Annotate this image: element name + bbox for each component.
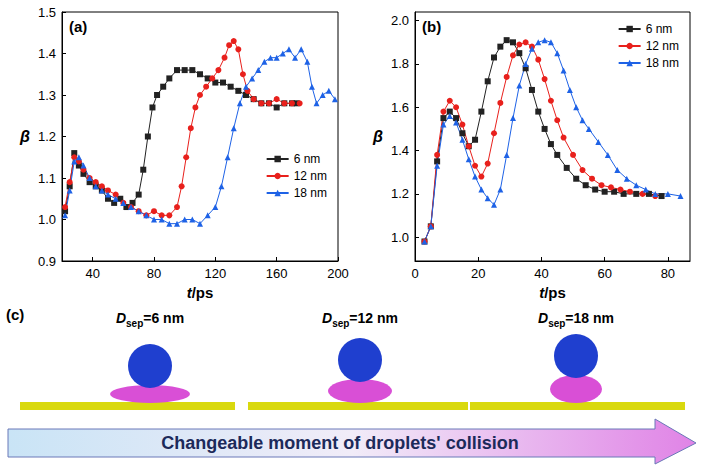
svg-text:200: 200: [327, 266, 349, 281]
svg-text:60: 60: [597, 266, 611, 281]
svg-text:0.9: 0.9: [38, 254, 56, 269]
svg-text:160: 160: [266, 266, 288, 281]
svg-text:0: 0: [411, 266, 418, 281]
svg-text:12 nm: 12 nm: [646, 39, 679, 53]
svg-text:Dsep=6 nm: Dsep=6 nm: [116, 310, 184, 329]
svg-text:80: 80: [661, 266, 675, 281]
svg-text:β: β: [19, 128, 30, 145]
svg-text:Changeable moment of droplets': Changeable moment of droplets' collision: [161, 433, 518, 453]
svg-text:6 nm: 6 nm: [294, 152, 321, 166]
svg-text:40: 40: [85, 266, 99, 281]
svg-text:(c): (c): [6, 306, 24, 323]
svg-text:t: t: [539, 284, 545, 301]
svg-text:120: 120: [204, 266, 226, 281]
svg-text:1.2: 1.2: [38, 129, 56, 144]
svg-text:1.6: 1.6: [391, 100, 409, 115]
svg-text:(a): (a): [69, 18, 87, 35]
svg-text:Dsep=18 nm: Dsep=18 nm: [538, 310, 614, 329]
svg-text:/ps: /ps: [544, 284, 566, 301]
svg-text:1.0: 1.0: [391, 230, 409, 245]
svg-text:1.4: 1.4: [38, 46, 56, 61]
svg-text:6 nm: 6 nm: [646, 22, 673, 36]
svg-text:1.4: 1.4: [391, 143, 409, 158]
svg-text:t: t: [186, 284, 192, 301]
svg-text:18 nm: 18 nm: [294, 186, 327, 200]
svg-text:40: 40: [534, 266, 548, 281]
svg-text:1.1: 1.1: [38, 171, 56, 186]
svg-text:1.3: 1.3: [38, 88, 56, 103]
svg-text:2.0: 2.0: [391, 13, 409, 28]
svg-text:1.0: 1.0: [38, 212, 56, 227]
svg-text:12 nm: 12 nm: [294, 169, 327, 183]
svg-text:Dsep=12 nm: Dsep=12 nm: [322, 310, 398, 329]
svg-text:1.2: 1.2: [391, 186, 409, 201]
svg-text:20: 20: [471, 266, 485, 281]
svg-text:β: β: [372, 128, 383, 145]
svg-text:1.5: 1.5: [38, 5, 56, 20]
svg-text:80: 80: [147, 266, 161, 281]
svg-text:(b): (b): [422, 18, 441, 35]
svg-text:1.8: 1.8: [391, 56, 409, 71]
svg-text:18 nm: 18 nm: [646, 56, 679, 70]
svg-text:/ps: /ps: [192, 284, 214, 301]
